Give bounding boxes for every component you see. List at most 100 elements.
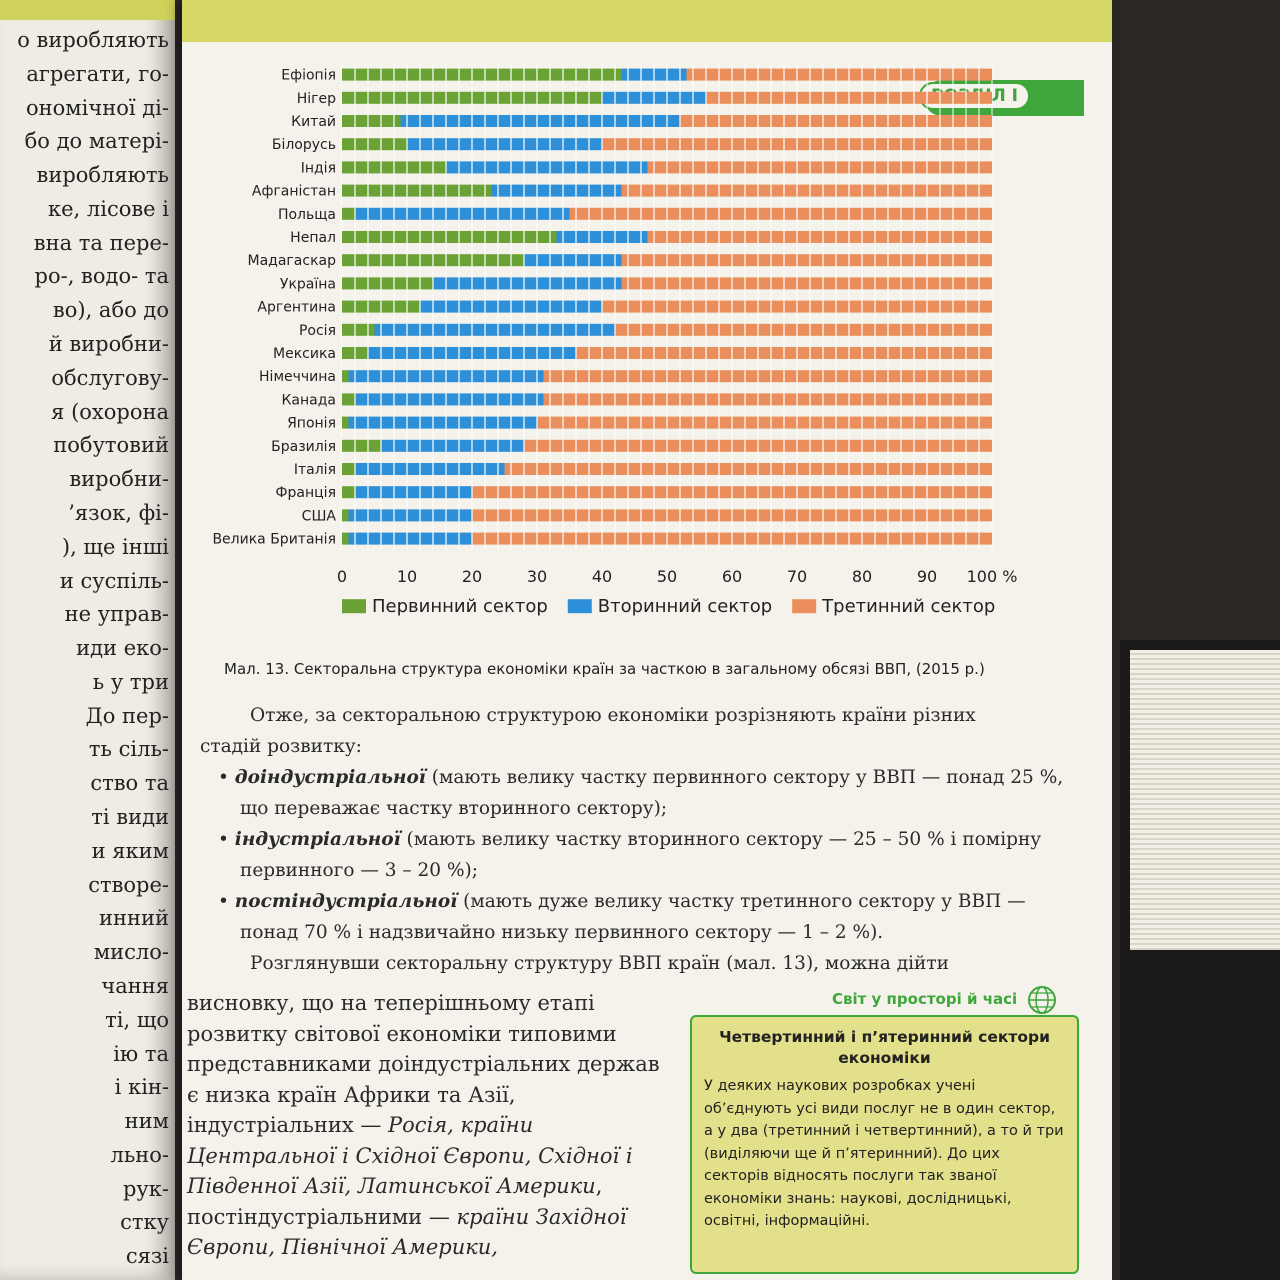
category-label: Індія (301, 160, 336, 176)
bar-primary (342, 532, 349, 545)
bar-primary (342, 370, 349, 383)
bar-tertiary (537, 416, 992, 429)
bar-secondary (355, 393, 544, 406)
category-label: Велика Британія (212, 532, 336, 548)
term-industrial: індустріальної (234, 829, 401, 850)
x-tick-label: 70 (787, 567, 807, 586)
bar-primary (342, 416, 349, 429)
left-page-line: ті, що (105, 1007, 169, 1032)
x-tick-label: 0 (337, 567, 347, 586)
category-label: Бразилія (271, 439, 336, 455)
bar-secondary (355, 463, 505, 475)
legend-swatch (792, 599, 817, 614)
category-label: Італія (294, 462, 336, 478)
bar-primary (342, 115, 401, 127)
category-label: Афганістан (252, 184, 336, 200)
left-page-line: вна та пере- (33, 230, 169, 255)
conclusion-line: Розглянувши секторальну структуру ВВП кр… (250, 953, 949, 974)
bar-tertiary (569, 207, 992, 220)
category-label: Нігер (297, 91, 336, 107)
left-page-line: ), ще інші (61, 534, 169, 559)
bullet-industrial: • індустріальної (мають велику частку вт… (218, 829, 1042, 881)
bar-tertiary (504, 463, 992, 475)
left-page-line: мисло- (93, 940, 169, 965)
sidebar-header: Світ у просторі й часі (832, 990, 1018, 1008)
intro-line-2: стадій розвитку: (200, 736, 362, 757)
left-page-line: ство та (90, 771, 169, 796)
bullet-postindustrial-text: (мають дуже велику частку третинного сек… (240, 891, 1026, 943)
left-page-line: во), або до (52, 298, 169, 323)
left-page: о виробляють агрегати, го-ономічної ді-бо… (0, 0, 175, 1280)
left-page-line: ономічної ді- (26, 95, 169, 120)
lower-paragraph: висновку, що на теперішньому етапі розви… (187, 988, 672, 1263)
category-label: Аргентина (257, 300, 336, 316)
left-page-line: льно- (110, 1142, 169, 1167)
intro-line-1: Отже, за секторальною структурою економі… (250, 705, 976, 726)
category-label: Мексика (273, 346, 336, 362)
x-tick-label: 60 (722, 567, 742, 586)
category-label: Польща (278, 207, 336, 223)
left-page-line: иди еко- (76, 636, 169, 661)
bullet-preindustrial-text: (мають велику частку первинного сектору … (240, 767, 1064, 819)
right-page: РОЗДІЛ І ЕфіопіяНігерКитайБілорусьІндіяА… (182, 0, 1112, 1280)
bar-primary (342, 439, 381, 452)
body-text: Отже, за секторальною структурою економі… (200, 700, 1080, 979)
lower-text-a: висновку, що на теперішньому етапі розви… (187, 991, 660, 1137)
left-page-line: сязі (125, 1244, 169, 1269)
lower-text-d: країни Західної Європи, Північної Америк… (187, 1204, 627, 1260)
bar-primary (342, 393, 355, 406)
globe-icon (1028, 986, 1056, 1014)
category-label: Україна (280, 276, 336, 292)
left-page-line: ь у три (92, 669, 169, 694)
category-label: Ефіопія (281, 68, 336, 84)
bar-secondary (348, 416, 537, 429)
left-page-line: я (охорона (51, 399, 169, 424)
category-label: США (302, 508, 337, 524)
category-label: Японія (287, 416, 336, 432)
category-label: Мадагаскар (248, 253, 337, 269)
left-page-line: побутовий (53, 433, 169, 458)
bar-secondary (381, 439, 524, 452)
bar-secondary (433, 277, 622, 290)
left-page-line: виробляють (36, 163, 169, 188)
category-label: Непал (290, 230, 336, 246)
left-page-line: ’язок, фі- (68, 500, 169, 525)
left-page-line: ію та (113, 1041, 169, 1066)
bar-tertiary (621, 277, 992, 290)
bar-secondary (374, 323, 615, 336)
category-label: Білорусь (272, 137, 336, 153)
x-tick-label: 40 (592, 567, 612, 586)
left-page-line: рук- (122, 1176, 169, 1201)
x-tick-label: 50 (657, 567, 677, 586)
left-page-line: ним (124, 1109, 169, 1134)
bar-secondary (400, 115, 680, 127)
bar-primary (342, 277, 433, 290)
sector-structure-chart: Ефіопія Нігер Китай Білорусь Індія Афганістан… (212, 63, 1017, 617)
bar-primary (342, 509, 349, 522)
left-page-top-band (0, 0, 175, 20)
bar-primary (342, 207, 355, 220)
left-page-line: і кін- (114, 1075, 169, 1100)
left-page-line: й виробни- (48, 332, 169, 357)
left-page-line: До пер- (85, 703, 169, 728)
bar-primary (342, 138, 407, 151)
legend-swatch (342, 599, 366, 614)
bar-secondary (407, 138, 602, 151)
left-page-line: стку (120, 1210, 169, 1235)
left-page-line: ке, лісове і (47, 196, 169, 221)
left-page-line: чання (101, 973, 169, 998)
bar-tertiary (543, 370, 992, 383)
x-tick-label: 10 (397, 567, 417, 586)
bar-tertiary (647, 161, 992, 174)
left-page-line: агрегати, го- (26, 61, 169, 86)
legend-label: Вторинний сектор (598, 596, 772, 617)
bar-secondary (446, 161, 648, 174)
sidebar-text: У деяких наукових розробках учені об’єдн… (704, 1078, 1064, 1229)
x-tick-label: 80 (852, 567, 872, 586)
left-page-line: и суспіль- (59, 568, 169, 593)
left-page-line: о виробляють (17, 28, 169, 52)
left-page-line: ть сіль- (88, 737, 169, 762)
category-label: Франція (275, 485, 336, 501)
bar-primary (342, 68, 622, 81)
bar-primary (342, 184, 492, 197)
